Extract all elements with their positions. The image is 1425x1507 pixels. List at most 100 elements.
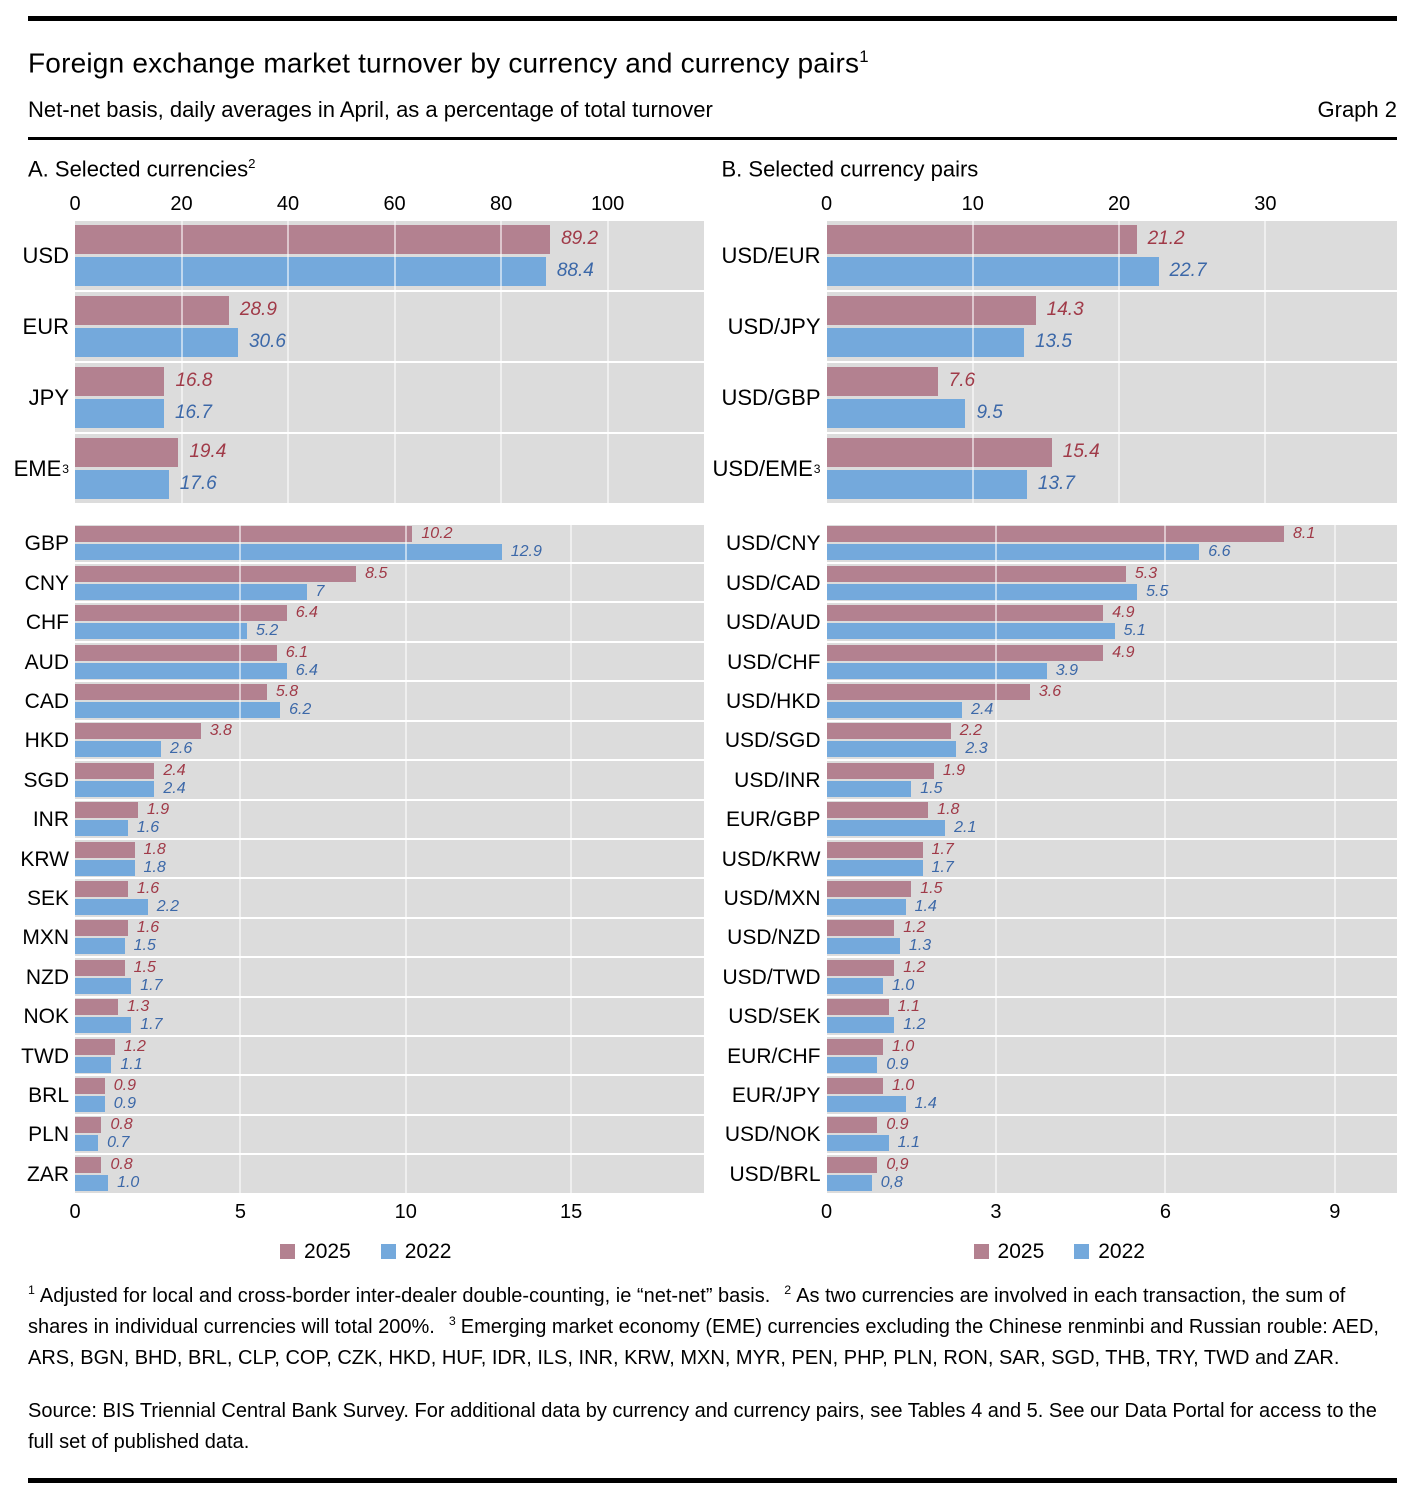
page-title-footnote-marker: 1	[859, 47, 869, 66]
bar-row-2025: 7.6	[826, 366, 1398, 396]
bar-2022	[75, 1056, 112, 1073]
category-band: INR 1.9 1.6	[28, 800, 704, 840]
header-rule	[28, 137, 1397, 141]
bottom-rule	[28, 1477, 1397, 1483]
value-label-2025: 1.7	[931, 840, 954, 858]
band-bars: 0.9 0.9	[75, 1076, 704, 1116]
value-label-2025: 28.9	[239, 299, 277, 321]
bar-2025	[826, 802, 929, 819]
bar-2025	[826, 605, 1104, 622]
bar-row-2022: 1.1	[75, 1056, 704, 1073]
value-label-2025: 1.1	[897, 998, 920, 1016]
category-label: USD/CNY	[725, 532, 821, 556]
bar-row-2022: 22.7	[826, 256, 1398, 286]
band-bars: 1.6 1.5	[75, 918, 704, 959]
category-band: GBP 10.2 12.9	[25, 524, 704, 565]
category-band: USD/AUD 4.9 5.1	[722, 603, 1398, 643]
bar-2025	[75, 295, 229, 325]
bar-row-2025: 0.9	[75, 1077, 704, 1095]
bar-2022	[75, 741, 161, 758]
axis-tick-label: 60	[383, 192, 406, 215]
footnote-text: Emerging market economy (EME) currencies…	[28, 1315, 1379, 1369]
band-bars: 0.8 0.7	[75, 1115, 704, 1156]
axis-tick-label: 10	[394, 1200, 417, 1223]
bar-row-2025: 14.3	[826, 295, 1398, 325]
value-label-2022: 12.9	[510, 543, 542, 561]
category-band: PLN 0.8 0.7	[28, 1115, 704, 1156]
value-label-2025: 1.0	[891, 1037, 915, 1055]
value-label-2025: 0.8	[110, 1155, 133, 1173]
bar-row-2025: 19.4	[75, 437, 704, 467]
bar-row-2022: 2.4	[75, 780, 704, 797]
category-label: USD/SGD	[724, 729, 821, 753]
value-label-2022: 1.0	[117, 1173, 140, 1191]
value-label-2022: 5.1	[1123, 622, 1146, 640]
bar-row-2022: 1.5	[826, 780, 1398, 797]
value-label-2022: 1.8	[143, 858, 166, 876]
band-bars: 1.8 2.1	[826, 800, 1397, 840]
bar-2025	[826, 1038, 883, 1055]
category-label: EME 3	[13, 456, 69, 482]
value-label-2025: 1.5	[920, 880, 943, 898]
legend-swatch-2025	[973, 1244, 989, 1260]
band-bars: 1.9 1.6	[75, 800, 704, 840]
bar-2025	[826, 644, 1104, 661]
category-band: USD/CAD 5.3 5.5	[722, 564, 1397, 604]
bar-row-2025: 1.2	[75, 1037, 704, 1055]
category-label: USD	[22, 243, 69, 269]
bar-2022	[826, 256, 1159, 286]
value-label-2022: 1.5	[133, 937, 156, 955]
value-label-2025: 1.8	[143, 840, 166, 858]
value-label-2025: 0,9	[886, 1155, 909, 1173]
bar-2022	[826, 583, 1138, 600]
value-label-2022: 17.6	[179, 473, 217, 495]
legend-label-2022: 2022	[404, 1239, 452, 1263]
value-label-2025: 16.8	[175, 370, 213, 392]
value-label-2025: 14.3	[1046, 299, 1084, 321]
bar-2025	[826, 920, 895, 937]
bar-row-2022: 1.0	[75, 1173, 704, 1191]
axis-tick-label: 80	[489, 192, 513, 215]
value-label-2022: 2.4	[971, 700, 994, 718]
bar-2025	[826, 723, 951, 740]
bar-row-2022: 2.4	[826, 700, 1398, 718]
value-label-2022: 1.2	[903, 1016, 926, 1034]
bar-2022	[826, 469, 1027, 499]
category-band: KRW 1.8 1.8	[20, 839, 704, 880]
panel-b-subchart-top: USD/EUR 21.2 22.7 USD/JPY 14.3 13.5 USD/GBP 7.6…	[713, 220, 1398, 505]
bar-row-2025: 4.9	[826, 604, 1398, 622]
bar-2025	[75, 920, 128, 937]
band-bars: 0.8 1.0	[75, 1155, 704, 1195]
band-bars: 1.5 1.7	[75, 958, 704, 998]
axis-tick-label: 100	[590, 192, 625, 215]
category-band: USD/NOK 0.9 1.1	[722, 1115, 1397, 1156]
bar-2025	[826, 959, 895, 976]
bar-row-2022: 1.7	[75, 977, 704, 994]
value-label-2022: 5.2	[256, 622, 279, 640]
panel-a-title-footnote-marker: 2	[248, 156, 256, 172]
footnote-text: As two currencies are involved in each t…	[28, 1284, 1346, 1338]
category-band: CNY 8.5 7	[25, 564, 704, 604]
bar-2025	[826, 1156, 878, 1173]
category-band: AUD 6.1 6.4	[25, 642, 704, 683]
panel-a-x-axis-top: 0 20 40 60 80 100	[69, 192, 704, 221]
value-label-2025: 8.5	[365, 564, 388, 582]
value-label-2022: 6.4	[295, 661, 318, 679]
page-title: Foreign exchange market turnover by curr…	[28, 47, 1397, 79]
panel-a-title: A. Selected currencies2	[28, 156, 704, 182]
bar-2022	[75, 623, 247, 640]
legend-item-2025: 2025	[973, 1240, 1044, 1264]
category-band: EUR/JPY 1.0 1.4	[722, 1076, 1397, 1116]
bar-2022	[75, 1096, 105, 1113]
category-label: EUR	[22, 314, 69, 340]
category-band: USD/TWD 1.2 1.0	[722, 958, 1397, 998]
bar-2022	[826, 899, 906, 916]
axis-tick-label: 0	[69, 192, 81, 215]
value-label-2025: 1.2	[123, 1037, 146, 1055]
bar-row-2025: 8.5	[75, 564, 704, 582]
value-label-2022: 1.1	[897, 1134, 920, 1152]
value-label-2025: 1.5	[133, 958, 156, 976]
value-label-2022: 16.7	[174, 402, 212, 424]
bar-row-2025: 0.8	[75, 1116, 704, 1134]
legend-label-2025: 2025	[304, 1239, 351, 1263]
